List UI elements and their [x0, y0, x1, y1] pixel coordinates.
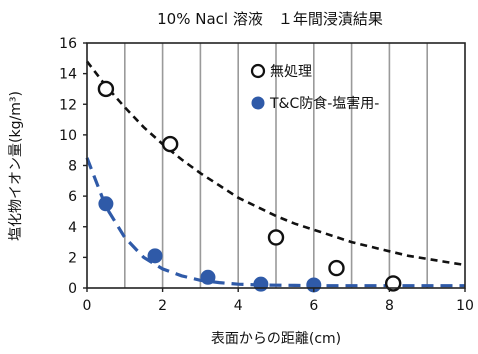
data-point-series-2: [253, 276, 269, 292]
x-axis-label: 表面からの距離(cm): [211, 330, 341, 347]
data-point-series-1: [384, 275, 402, 292]
legend-label-series-1: 無処理: [270, 64, 312, 80]
y-tick-label: 6: [68, 189, 77, 205]
x-tick-label: 10: [456, 298, 474, 314]
x-tick-label: 8: [385, 298, 394, 314]
y-tick-label: 8: [68, 159, 77, 175]
tick-labels: 0 2 4 6 8 10 12 14 16 0 2 4 6 8 10: [59, 36, 474, 314]
grid-lines: [124, 43, 429, 288]
legend-label-series-2: T&C防食-塩害用-: [269, 95, 379, 112]
x-tick-label: 6: [309, 298, 318, 314]
y-tick-label: 16: [59, 36, 77, 52]
x-tick-label: 2: [158, 298, 167, 314]
y-tick-label: 10: [59, 128, 77, 144]
data-point-series-1: [267, 229, 285, 246]
y-tick-label: 12: [59, 97, 77, 113]
y-tick-label: 0: [68, 281, 77, 297]
legend: 無処理 T&C防食-塩害用-: [250, 63, 379, 112]
y-tick-label: 14: [59, 67, 77, 83]
chart-title: 10% Nacl 溶液 １年間浸漬結果: [157, 10, 383, 28]
x-tick-label: 0: [83, 298, 92, 314]
data-point-series-2: [147, 248, 163, 264]
trend-line-series-1: [85, 60, 466, 267]
y-axis-label: 塩化物イオン量(kg/m³): [8, 91, 24, 241]
data-markers: [97, 80, 402, 293]
x-tick-label: 4: [234, 298, 243, 314]
data-point-series-1: [328, 259, 345, 277]
y-tick-label: 4: [68, 220, 77, 236]
legend-marker-series-2: [251, 96, 265, 110]
data-point-series-1: [97, 80, 115, 98]
data-point-series-1: [161, 135, 179, 153]
legend-marker-series-1: [250, 63, 266, 79]
data-point-series-2: [200, 269, 216, 285]
data-point-series-2: [98, 196, 114, 212]
y-tick-label: 2: [68, 250, 77, 266]
